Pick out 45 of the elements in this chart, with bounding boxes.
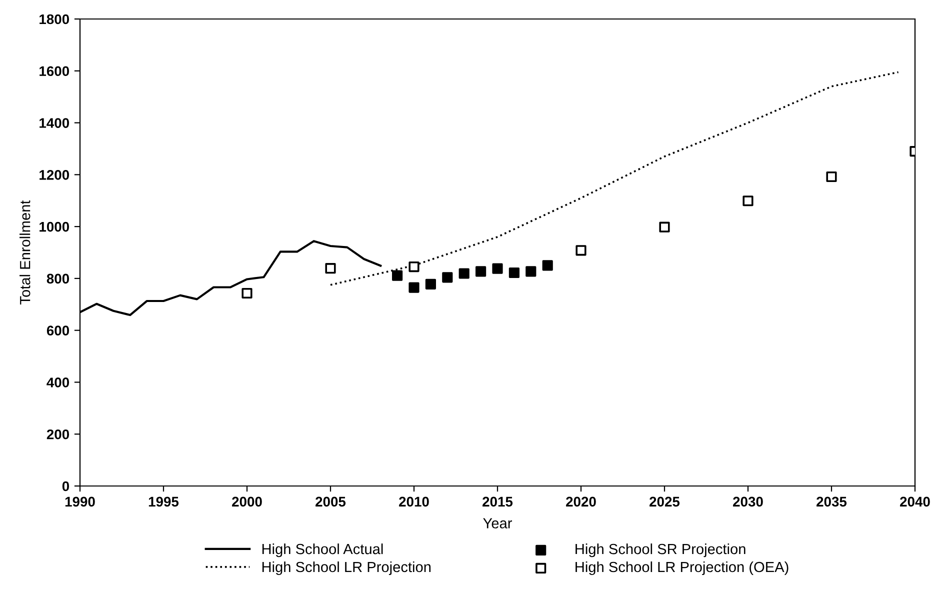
point [508,267,520,278]
x-tick-label: 2030 [733,496,763,507]
point [408,282,420,293]
legend-label: High School LR Projection (OEA) [576,561,788,576]
point [392,270,403,281]
y-tick-label: 1000 [40,222,70,232]
y-tick-label: 200 [46,429,70,440]
x-tick-label: 2010 [399,496,429,507]
point [659,222,670,232]
point [576,245,586,256]
x-tick-label: 2005 [316,496,346,507]
x-tick-label: 2015 [482,496,513,507]
point [742,196,754,206]
point [492,263,503,274]
x-tick-label: 2040 [900,496,930,507]
legend-label: High School LR Projection [262,561,431,576]
point [425,278,436,290]
y-tick-label: 400 [46,378,70,388]
point [542,260,553,271]
x-tick-label: 2025 [650,496,680,507]
x-tick-label: 2020 [566,496,596,507]
point [458,268,470,279]
point [242,288,252,299]
x-tick-label: 2000 [232,496,262,507]
y-tick-label: 0 [62,481,70,492]
point [442,272,453,283]
x-tick-label: 2035 [816,496,847,507]
point [408,261,420,272]
y-axis-title: Total Enrollment [20,200,30,304]
point [826,171,837,182]
y-tick-label: 1400 [40,118,70,128]
y-tick-label: 1600 [40,66,70,76]
y-tick-label: 800 [46,274,70,284]
legend-label: High School Actual [262,543,383,558]
line-series [330,71,900,286]
y-tick-label: 1200 [40,170,70,180]
point [325,263,336,274]
point [476,266,486,277]
y-tick-label: 600 [46,326,70,336]
legend-label: High School SR Projection [576,543,746,558]
y-tick-label: 1800 [40,14,70,24]
x-axis-title: Year [483,518,512,528]
x-tick-label: 1990 [65,496,95,507]
x-tick-label: 1995 [148,496,179,507]
point [526,266,536,277]
